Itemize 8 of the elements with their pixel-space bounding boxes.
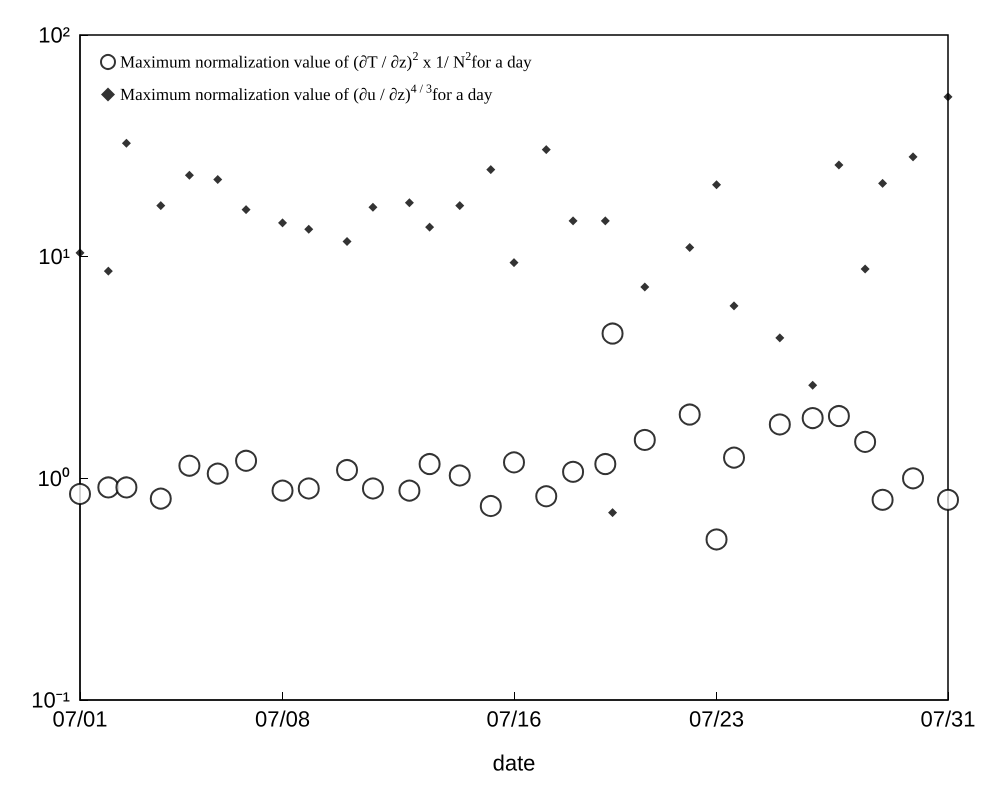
- x-tick-label: 07/23: [689, 706, 744, 732]
- x-axis-title: date: [492, 750, 536, 776]
- x-tick-label: 07/08: [255, 706, 310, 732]
- y-tick-label: 10⁰: [38, 466, 70, 491]
- x-tick-label: 07/16: [486, 706, 542, 732]
- x-tick-label: 07/31: [920, 706, 976, 732]
- y-tick-label: 10¹: [38, 244, 70, 270]
- y-tick-label: 10²: [38, 22, 70, 48]
